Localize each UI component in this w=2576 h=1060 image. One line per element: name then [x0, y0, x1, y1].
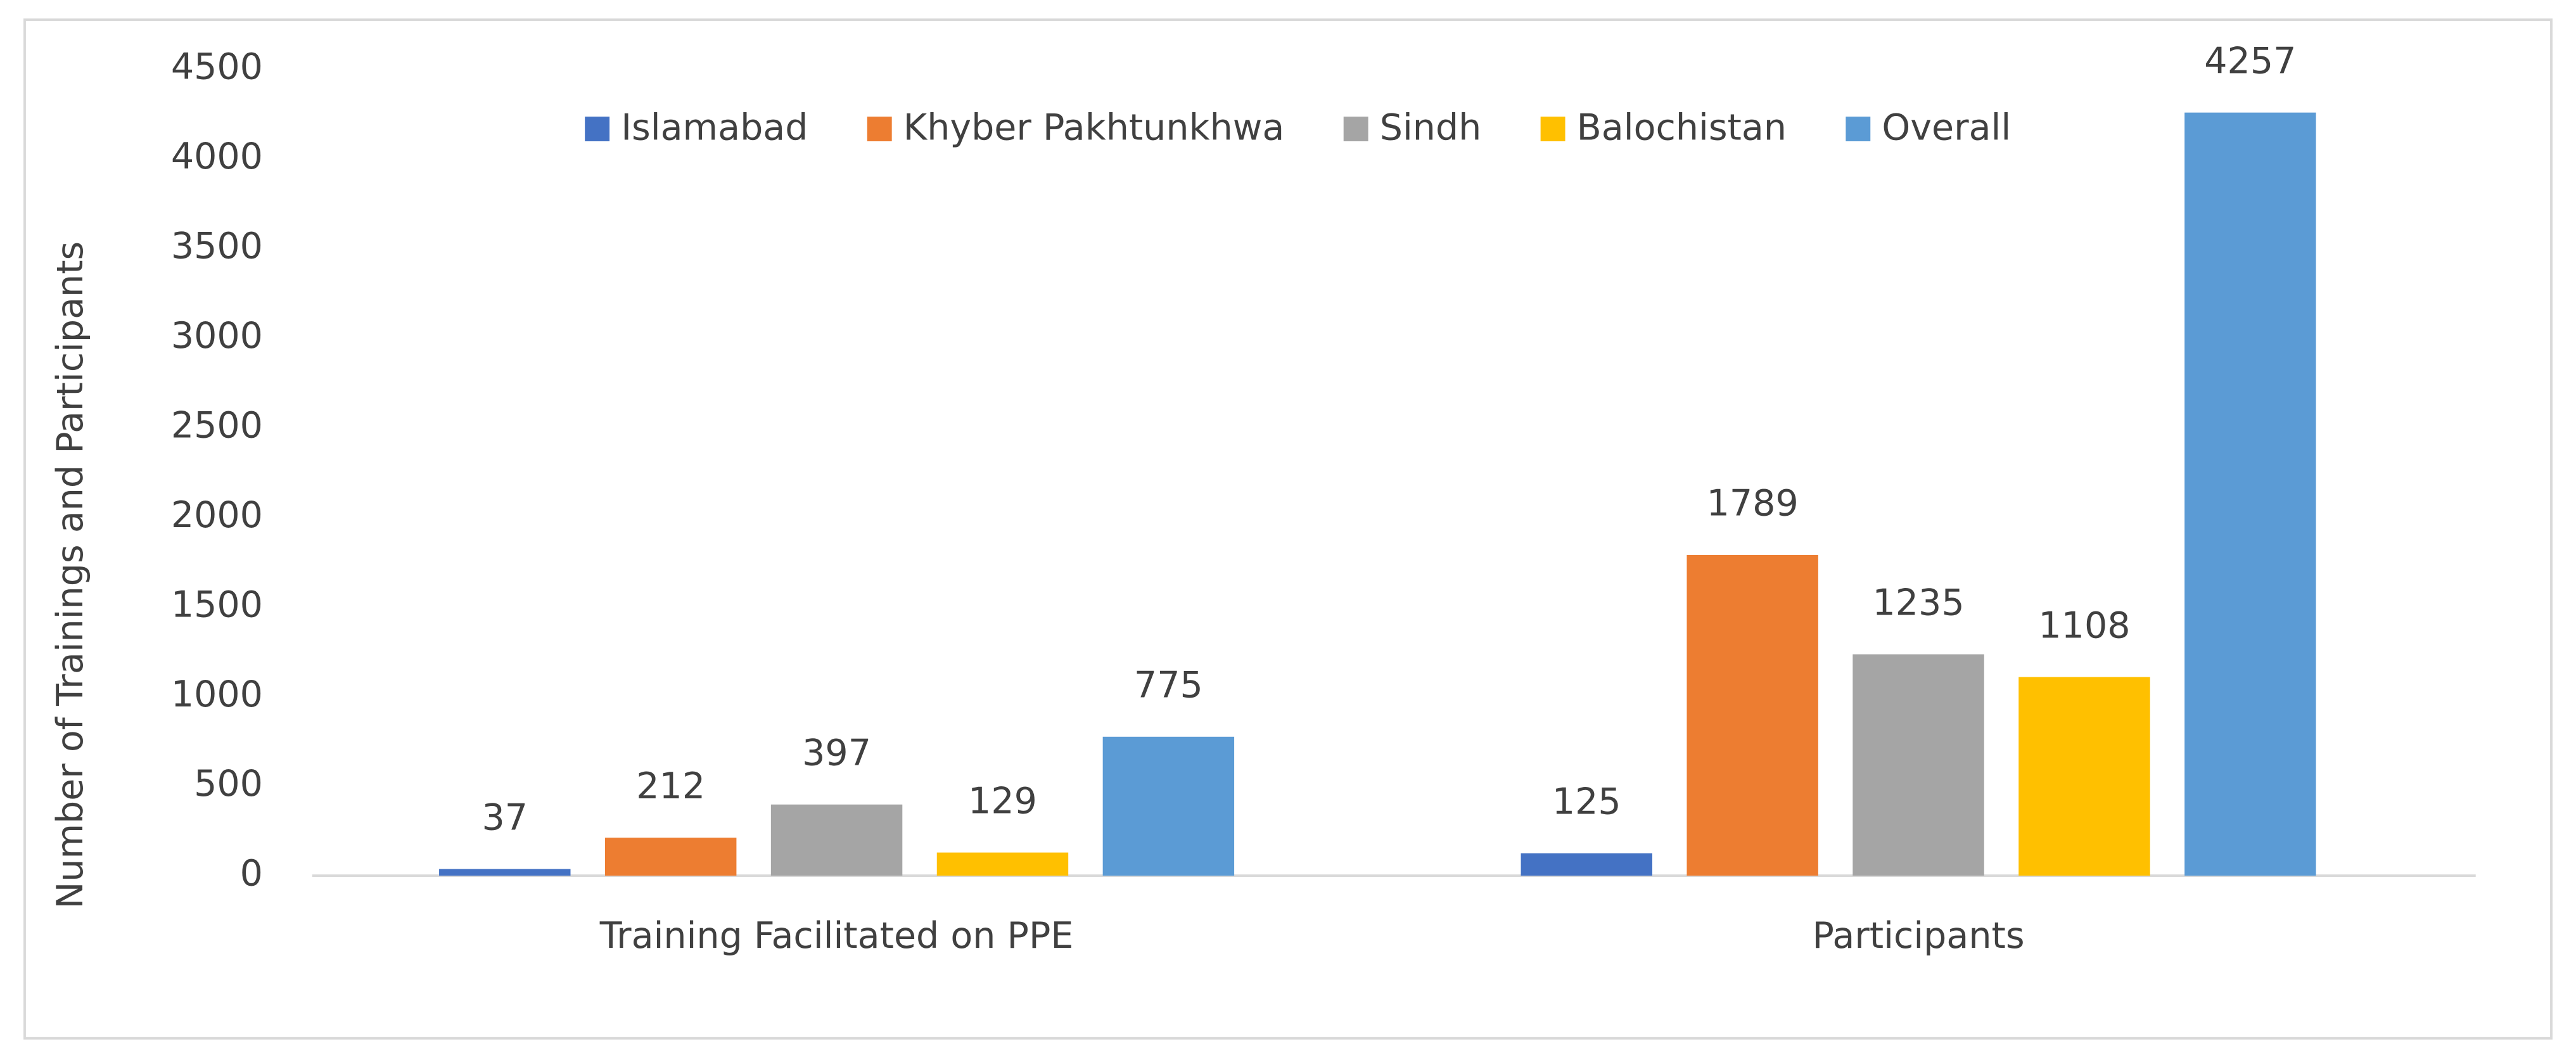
legend-label: Overall: [1882, 106, 2011, 148]
legend-label: Khyber Pakhtunkhwa: [903, 106, 1285, 148]
data-label: 125: [1552, 781, 1621, 823]
data-label: 1789: [1707, 483, 1799, 525]
bar: [604, 838, 737, 876]
legend-label: Islamabad: [621, 106, 808, 148]
legend-swatch: [585, 117, 610, 141]
data-label: 1108: [2038, 604, 2130, 646]
y-tick-label: 2500: [171, 404, 263, 446]
legend-label: Balochistan: [1577, 106, 1787, 148]
bar: [2184, 112, 2316, 876]
bar: [1102, 736, 1235, 876]
y-tick-label: 2000: [171, 494, 263, 536]
data-label: 37: [482, 796, 528, 838]
data-label: 212: [636, 765, 705, 807]
bar: [1852, 654, 1984, 876]
data-label: 4257: [2204, 40, 2296, 82]
bar: [2018, 677, 2150, 876]
bar: [936, 852, 1069, 876]
y-tick-label: 1000: [171, 674, 263, 715]
legend-swatch: [1540, 117, 1565, 141]
bar: [1687, 554, 1818, 876]
bar: [439, 869, 571, 876]
y-tick-label: 0: [240, 853, 263, 895]
data-label: 129: [968, 780, 1037, 822]
y-axis-title: Number of Trainings and Participants: [49, 241, 91, 909]
data-label: 397: [802, 732, 871, 774]
legend-swatch: [1343, 117, 1368, 141]
bar: [770, 804, 903, 876]
x-tick-label: Participants: [1813, 915, 2025, 957]
y-tick-label: 1500: [171, 584, 263, 625]
x-tick-label: Training Facilitated on PPE: [599, 915, 1074, 957]
chart-border: [23, 18, 2553, 1040]
data-label: 1235: [1872, 582, 1964, 623]
y-tick-label: 3500: [171, 225, 263, 267]
data-label: 775: [1134, 665, 1203, 706]
y-tick-label: 500: [194, 763, 263, 805]
bar: [1521, 853, 1652, 876]
y-tick-label: 4500: [171, 46, 263, 88]
legend-swatch: [1846, 117, 1871, 141]
y-tick-label: 4000: [171, 136, 263, 177]
legend-swatch: [867, 117, 892, 141]
legend-label: Sindh: [1380, 106, 1482, 148]
y-tick-label: 3000: [171, 315, 263, 357]
